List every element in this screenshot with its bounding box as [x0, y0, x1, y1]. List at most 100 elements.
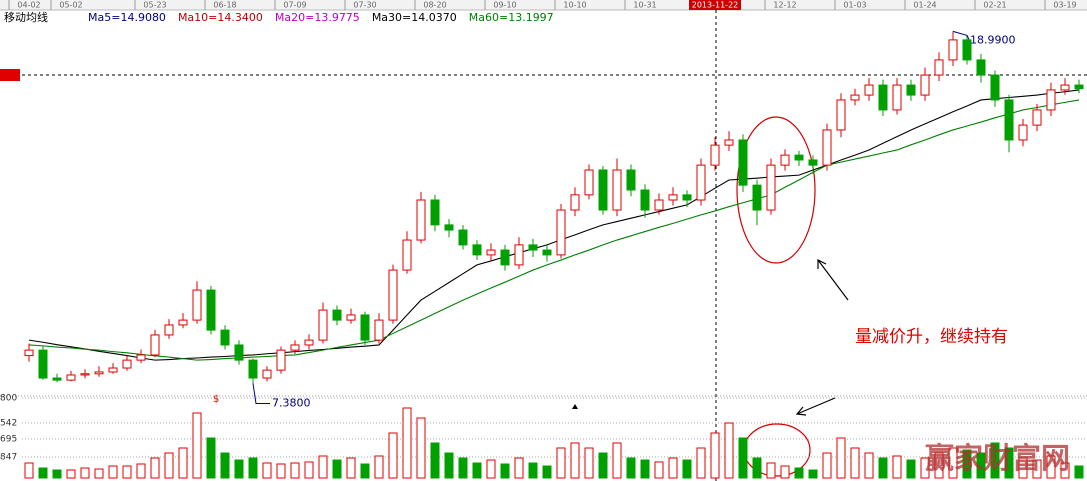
volume-bar [108, 465, 118, 479]
candle-body [360, 314, 370, 341]
candle-body [794, 154, 804, 161]
volume-bar [682, 459, 692, 479]
volume-bar [556, 447, 566, 479]
candle-body [444, 224, 454, 231]
legend-entry: Ma20=13.9775 [275, 11, 360, 24]
volume-bar [402, 407, 412, 479]
candle-body [836, 99, 846, 131]
volume-bar [934, 452, 944, 479]
x-tick-label: 07-30 [353, 1, 376, 10]
volume-bar [696, 447, 706, 479]
volume-bar [206, 437, 216, 479]
candle-body [262, 369, 272, 379]
x-tick-label: 06-18 [213, 1, 236, 10]
volume-bar [668, 457, 678, 479]
volume-bar [192, 412, 202, 479]
price-cursor-box [0, 69, 20, 81]
arrows [795, 259, 849, 416]
volume-bar [248, 457, 258, 479]
candle-body [584, 169, 594, 196]
x-tick-label: 04-02 [17, 1, 40, 10]
watermark: 赢家财富网 [925, 441, 1070, 475]
volume-bar [486, 459, 496, 479]
candle-body [290, 344, 300, 351]
x-tick-label: 08-20 [423, 1, 446, 10]
candle-body [752, 184, 762, 211]
volume-bar [52, 469, 62, 479]
x-tick-label: 01-03 [843, 1, 866, 10]
candle-body [178, 319, 188, 326]
candle-body [738, 139, 748, 186]
volume-bar [850, 447, 860, 479]
volume-bar [612, 442, 622, 479]
candle-body [234, 344, 244, 361]
candle-body [976, 59, 986, 76]
volume-bar [920, 457, 930, 479]
volume-bar [990, 442, 1000, 479]
volume-bar [164, 452, 174, 479]
arrow [817, 259, 849, 301]
candle-body [654, 199, 664, 211]
date-strip [0, 0, 1087, 10]
candle-body [332, 309, 342, 321]
volume-bar [318, 455, 328, 479]
volume-bar [136, 463, 146, 479]
volume-bar [738, 437, 748, 479]
volume-bar [290, 462, 300, 479]
highlight-ellipse [736, 116, 816, 264]
volume-bar [1032, 459, 1042, 479]
volume-bar [906, 459, 916, 479]
candle-body [416, 199, 426, 241]
volume-bar [150, 457, 160, 479]
arrow-head [795, 406, 807, 416]
volume-bar [220, 452, 230, 479]
candle-body [248, 359, 258, 379]
candle-body [1032, 109, 1042, 126]
x-tick-label: 02-21 [983, 1, 1006, 10]
volume-bar [388, 432, 398, 479]
volume-bar [836, 437, 846, 479]
x-tick-label: 10-10 [563, 1, 586, 10]
candle-body [94, 371, 104, 375]
candle-body [318, 309, 328, 341]
volume-bar [374, 455, 384, 479]
candle-body [136, 354, 146, 361]
candle-body [640, 189, 650, 211]
candle-body [920, 74, 930, 96]
candle-body [934, 59, 944, 76]
volume-axis-label: 542 [0, 419, 17, 429]
legend-entry: Ma60=13.1997 [469, 11, 554, 24]
volume-bar [570, 442, 580, 479]
volume-bar [892, 455, 902, 479]
candle-body [220, 329, 230, 346]
volume-bar [822, 452, 832, 479]
volume-bar [24, 462, 34, 479]
volume-bar [178, 447, 188, 479]
legend-entry: Ma30=14.0370 [372, 11, 457, 24]
candle-body [864, 84, 874, 96]
volume-bar [766, 462, 776, 479]
volume-bar [38, 467, 48, 479]
volume-axis-label: 847 [0, 453, 17, 463]
candle-body [276, 349, 286, 371]
volume-bar [626, 457, 636, 479]
volume-bar [444, 452, 454, 479]
volume-bar [640, 459, 650, 479]
volume-bar [276, 463, 286, 479]
candle-body [696, 164, 706, 201]
volume-bar [808, 469, 818, 479]
candle-body [626, 169, 636, 191]
candle-body [1074, 84, 1084, 90]
min-label: 7.3800 [272, 396, 311, 409]
candle-body [668, 194, 678, 201]
volume-bar [948, 447, 958, 479]
x-tick-label: 2013-11-22 [692, 1, 739, 10]
candle-body [388, 269, 398, 321]
candle-body [570, 194, 580, 211]
x-tick-label: 10-31 [633, 1, 656, 10]
volume-bar [416, 417, 426, 479]
volume-bar [346, 457, 356, 479]
candle-body [990, 74, 1000, 101]
x-tick-label: 03-19 [1053, 1, 1076, 10]
